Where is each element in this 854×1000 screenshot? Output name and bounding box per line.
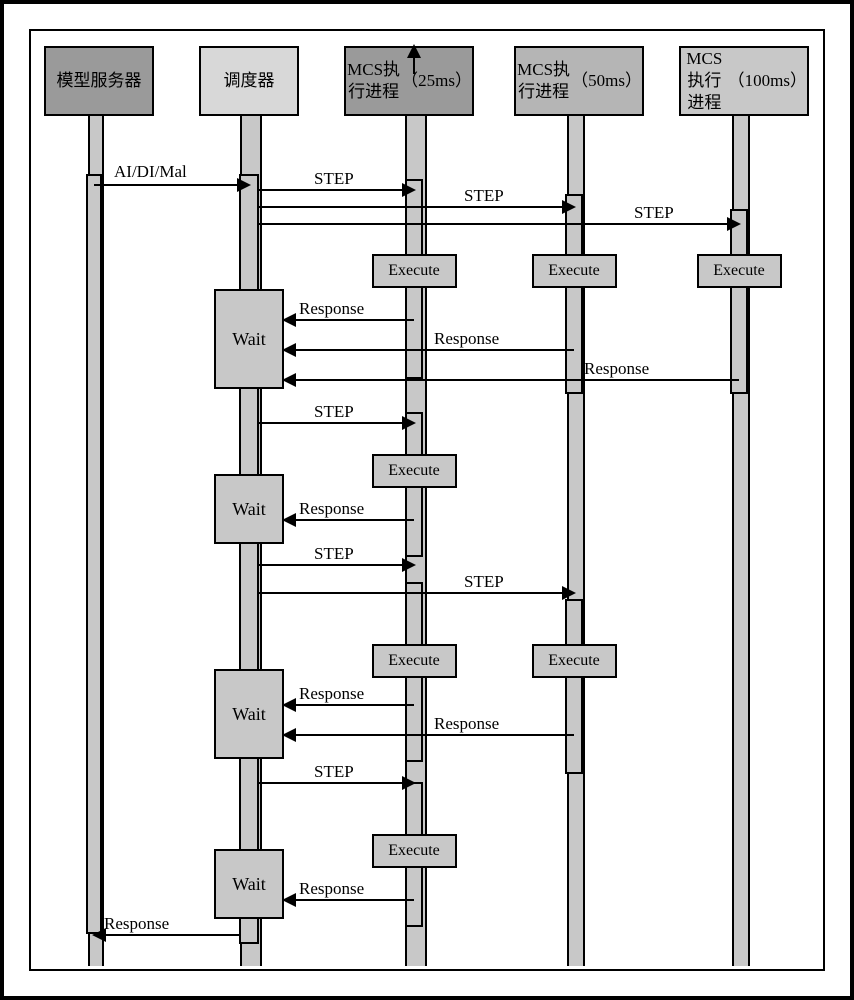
arrow-10 <box>259 592 574 594</box>
arrow-label-6: Response <box>584 359 649 379</box>
arrow-label-0: AI/DI/Mal <box>114 162 187 182</box>
lane-header-mcs50: MCS执行进程（50ms） <box>514 46 644 116</box>
execute-box-1: Execute <box>532 254 617 288</box>
arrow-label-15: Response <box>104 914 169 934</box>
arrow-label-12: Response <box>434 714 499 734</box>
activation-mcs50-1 <box>565 599 583 774</box>
arrow-15 <box>94 934 240 936</box>
arrow-label-10: STEP <box>464 572 504 592</box>
execute-box-3: Execute <box>372 454 457 488</box>
arrow-4 <box>284 319 414 321</box>
arrow-8 <box>284 519 414 521</box>
focus-arrow <box>413 46 415 74</box>
arrow-label-3: STEP <box>634 203 674 223</box>
arrow-14 <box>284 899 414 901</box>
diagram-outer-frame: 模型服务器调度器MCS执行进程（25ms）MCS执行进程（50ms）MCS执行进… <box>0 0 854 1000</box>
arrow-1 <box>259 189 414 191</box>
arrow-9 <box>259 564 414 566</box>
arrow-6 <box>284 379 739 381</box>
execute-box-6: Execute <box>372 834 457 868</box>
arrow-7 <box>259 422 414 424</box>
wait-box-0: Wait <box>214 289 284 389</box>
arrow-label-5: Response <box>434 329 499 349</box>
arrow-label-2: STEP <box>464 186 504 206</box>
arrow-label-13: STEP <box>314 762 354 782</box>
wait-box-2: Wait <box>214 669 284 759</box>
activation-model <box>86 174 102 934</box>
arrow-12 <box>284 734 574 736</box>
arrow-2 <box>259 206 574 208</box>
wait-box-1: Wait <box>214 474 284 544</box>
execute-box-0: Execute <box>372 254 457 288</box>
arrow-13 <box>259 782 414 784</box>
arrow-label-14: Response <box>299 879 364 899</box>
arrow-3 <box>259 223 739 225</box>
execute-box-4: Execute <box>372 644 457 678</box>
lane-header-mcs100: MCS执行进程（100ms） <box>679 46 809 116</box>
execute-box-2: Execute <box>697 254 782 288</box>
arrow-label-8: Response <box>299 499 364 519</box>
execute-box-5: Execute <box>532 644 617 678</box>
activation-mcs100-0 <box>730 209 748 394</box>
wait-box-3: Wait <box>214 849 284 919</box>
arrow-label-11: Response <box>299 684 364 704</box>
arrow-label-4: Response <box>299 299 364 319</box>
arrow-11 <box>284 704 414 706</box>
arrow-5 <box>284 349 574 351</box>
arrow-label-1: STEP <box>314 169 354 189</box>
arrow-0 <box>94 184 249 186</box>
arrow-label-9: STEP <box>314 544 354 564</box>
lane-header-model_server: 模型服务器 <box>44 46 154 116</box>
arrow-label-7: STEP <box>314 402 354 422</box>
lane-header-scheduler: 调度器 <box>199 46 299 116</box>
